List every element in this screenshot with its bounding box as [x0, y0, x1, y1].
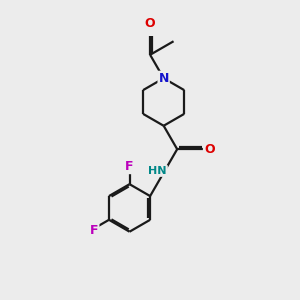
Text: O: O: [145, 17, 155, 30]
Text: F: F: [125, 160, 134, 173]
Text: N: N: [158, 72, 169, 85]
Text: HN: HN: [148, 166, 167, 176]
Text: F: F: [90, 224, 98, 237]
Text: O: O: [204, 143, 214, 156]
